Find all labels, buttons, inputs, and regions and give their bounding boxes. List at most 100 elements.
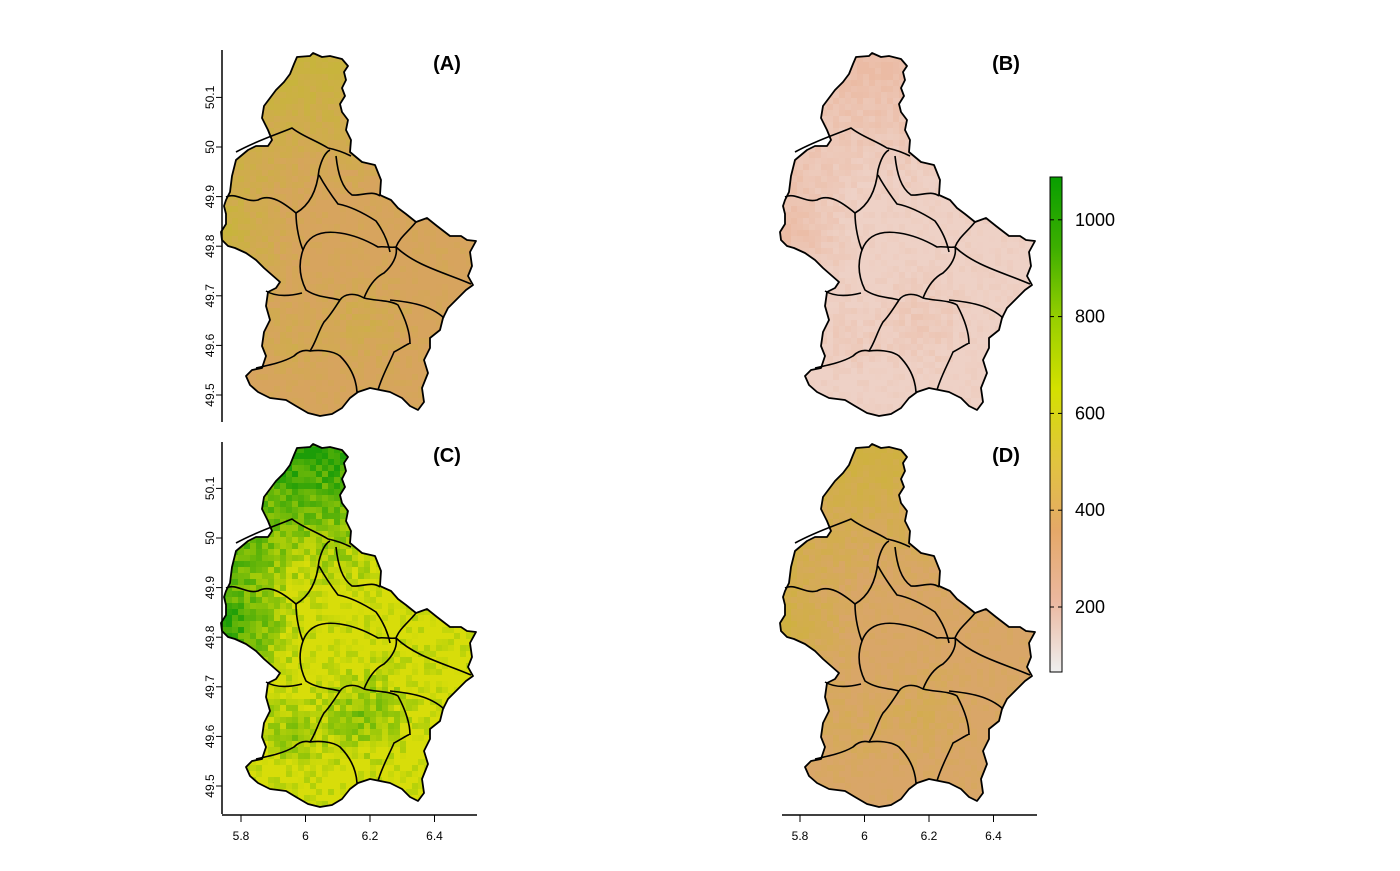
raster-cell bbox=[221, 368, 227, 375]
raster-cell bbox=[286, 248, 293, 255]
raster-cell bbox=[268, 110, 275, 117]
raster-cell bbox=[430, 416, 437, 423]
raster-cell bbox=[250, 110, 257, 117]
raster-cell bbox=[875, 242, 882, 249]
raster-cell bbox=[989, 242, 996, 249]
raster-cell bbox=[1007, 158, 1014, 165]
raster-cell bbox=[448, 182, 455, 189]
raster-cell bbox=[280, 68, 287, 75]
raster-cell bbox=[839, 188, 846, 195]
raster-cell bbox=[418, 326, 425, 333]
raster-cell bbox=[424, 122, 431, 129]
raster-cell bbox=[977, 236, 984, 243]
raster-cell bbox=[791, 200, 798, 207]
raster-cell bbox=[232, 92, 239, 99]
raster-cell bbox=[959, 134, 966, 141]
raster-cell bbox=[869, 116, 876, 123]
raster-cell bbox=[322, 158, 329, 165]
raster-cell bbox=[436, 380, 443, 387]
raster-cell bbox=[376, 200, 383, 207]
raster-cell bbox=[797, 344, 804, 351]
raster-cell bbox=[442, 386, 449, 393]
raster-cell bbox=[869, 332, 876, 339]
raster-cell bbox=[424, 314, 431, 321]
raster-cell bbox=[400, 380, 407, 387]
raster-cell bbox=[394, 218, 401, 225]
raster-cell bbox=[869, 92, 876, 99]
raster-cell bbox=[322, 362, 329, 369]
raster-cell bbox=[388, 158, 395, 165]
raster-cell bbox=[1019, 344, 1026, 351]
raster-cell bbox=[370, 338, 377, 345]
raster-cell bbox=[478, 254, 485, 261]
raster-cell bbox=[274, 404, 281, 411]
raster-cell bbox=[322, 344, 329, 351]
raster-cell bbox=[382, 236, 389, 243]
raster-cell bbox=[953, 308, 960, 315]
raster-cell bbox=[899, 140, 906, 147]
raster-cell bbox=[340, 128, 347, 135]
raster-cell bbox=[971, 56, 978, 63]
raster-cell bbox=[436, 368, 443, 375]
raster-cell bbox=[232, 242, 239, 249]
raster-cell bbox=[424, 74, 431, 81]
raster-cell bbox=[989, 98, 996, 105]
raster-cell bbox=[256, 188, 263, 195]
raster-cell bbox=[1019, 206, 1026, 213]
raster-cell bbox=[298, 134, 305, 141]
raster-cell bbox=[322, 116, 329, 123]
raster-cell bbox=[364, 368, 371, 375]
raster-cell bbox=[478, 50, 485, 57]
raster-cell bbox=[833, 344, 840, 351]
raster-cell bbox=[250, 128, 257, 135]
raster-cell bbox=[875, 290, 882, 297]
raster-cell bbox=[839, 224, 846, 231]
raster-cell bbox=[280, 380, 287, 387]
raster-cell bbox=[466, 68, 473, 75]
raster-cell bbox=[364, 188, 371, 195]
raster-cell bbox=[274, 326, 281, 333]
raster-cell bbox=[454, 356, 461, 363]
raster-cell bbox=[298, 212, 305, 219]
raster-cell bbox=[250, 200, 257, 207]
raster-cell bbox=[280, 272, 287, 279]
raster-cell bbox=[472, 356, 476, 363]
raster-cell bbox=[400, 176, 407, 183]
raster-cell bbox=[370, 416, 377, 423]
raster-cell bbox=[887, 182, 894, 189]
raster-cell bbox=[244, 170, 251, 177]
raster-cell bbox=[887, 296, 894, 303]
raster-cell bbox=[965, 116, 972, 123]
raster-cell bbox=[977, 68, 984, 75]
raster-cell bbox=[388, 74, 395, 81]
raster-cell bbox=[388, 332, 395, 339]
raster-cell bbox=[448, 410, 455, 416]
raster-cell bbox=[821, 86, 828, 93]
raster-cell bbox=[929, 290, 936, 297]
raster-cell bbox=[412, 368, 419, 375]
country-outline bbox=[220, 52, 477, 417]
raster-cell bbox=[911, 212, 918, 219]
raster-cell bbox=[863, 122, 870, 129]
raster-cell bbox=[815, 74, 822, 81]
raster-cell bbox=[442, 122, 449, 129]
raster-cell bbox=[238, 128, 245, 135]
raster-cell bbox=[232, 368, 239, 375]
raster-cell bbox=[232, 284, 239, 291]
raster-cell bbox=[334, 416, 341, 423]
raster-cell bbox=[221, 188, 227, 195]
raster-cell bbox=[803, 356, 810, 363]
raster-cell bbox=[959, 218, 966, 225]
raster-cell bbox=[983, 80, 990, 87]
raster-cell bbox=[394, 188, 401, 195]
raster-cell bbox=[328, 356, 335, 363]
raster-cell bbox=[797, 188, 804, 195]
raster-cell bbox=[791, 314, 798, 321]
raster-cell bbox=[298, 344, 305, 351]
raster-cell bbox=[316, 410, 323, 416]
raster-cell bbox=[280, 392, 287, 399]
raster-cell bbox=[286, 386, 293, 393]
raster-cell bbox=[917, 152, 924, 159]
raster-cell bbox=[947, 98, 954, 105]
raster-cell bbox=[280, 98, 287, 105]
